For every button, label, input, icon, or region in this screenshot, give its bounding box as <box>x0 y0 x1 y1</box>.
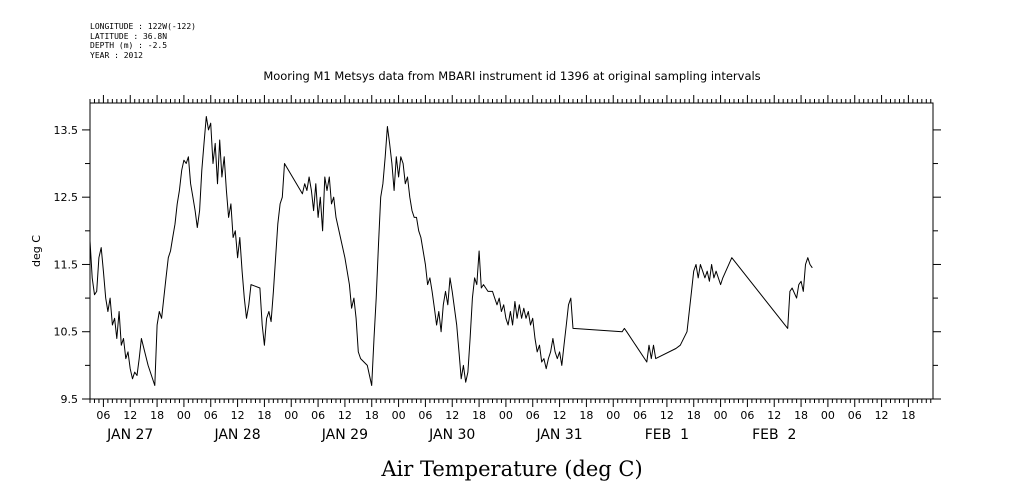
y-axis-label: deg C <box>30 235 43 267</box>
x-hour-label: 12 <box>660 409 674 422</box>
x-hour-label: 00 <box>499 409 513 422</box>
x-hour-label: 18 <box>687 409 701 422</box>
y-axis: 9.5 10.5 11.5 12.5 13.5 <box>54 124 941 406</box>
x-hour-label: 06 <box>848 409 862 422</box>
depth-label: DEPTH (m) : -2.5 <box>90 41 168 50</box>
longitude-label: LONGITUDE : 122W(-122) <box>90 22 196 31</box>
metadata-block: LONGITUDE : 122W(-122) LATITUDE : 36.8N … <box>90 22 196 60</box>
bottom-title: Air Temperature (deg C) <box>380 457 642 481</box>
x-hour-label: 06 <box>418 409 432 422</box>
x-hour-label: 00 <box>606 409 620 422</box>
x-hour-label: 18 <box>150 409 164 422</box>
x-hour-label: 18 <box>794 409 808 422</box>
x-hour-label: 18 <box>579 409 593 422</box>
y-tick-label: 10.5 <box>54 326 79 339</box>
x-hour-label: 12 <box>445 409 459 422</box>
x-hour-label: 00 <box>284 409 298 422</box>
x-hour-label: 00 <box>821 409 835 422</box>
x-day-label: JAN 27 <box>106 427 153 443</box>
x-hour-label: 06 <box>204 409 218 422</box>
x-hour-label: 18 <box>257 409 271 422</box>
y-tick-label: 11.5 <box>54 258 79 271</box>
x-day-label: JAN 30 <box>428 427 475 443</box>
x-day-label: FEB 1 <box>645 427 689 443</box>
y-tick-label: 13.5 <box>54 124 79 137</box>
x-day-label: JAN 28 <box>213 427 260 443</box>
x-hour-label: 12 <box>338 409 352 422</box>
x-hour-label: 06 <box>740 409 754 422</box>
latitude-label: LATITUDE : 36.8N <box>90 31 168 41</box>
plot-frame <box>89 102 934 400</box>
x-hour-label: 06 <box>526 409 540 422</box>
x-hour-label: 06 <box>633 409 647 422</box>
y-tick-label: 12.5 <box>54 191 79 204</box>
x-hour-label: 12 <box>875 409 889 422</box>
x-hour-label: 12 <box>231 409 245 422</box>
x-hour-label: 06 <box>96 409 110 422</box>
x-hour-label: 12 <box>553 409 567 422</box>
x-day-label: FEB 2 <box>752 427 796 443</box>
x-hour-label: 12 <box>767 409 781 422</box>
y-tick-label: 9.5 <box>61 393 79 406</box>
x-hour-label: 00 <box>392 409 406 422</box>
air-temperature-line <box>89 116 813 386</box>
x-day-label: JAN 31 <box>535 427 582 443</box>
year-label: YEAR : 2012 <box>90 50 143 60</box>
x-hour-label: 00 <box>714 409 728 422</box>
x-day-label: JAN 29 <box>321 427 368 443</box>
chart-title: Mooring M1 Metsys data from MBARI instru… <box>263 69 760 83</box>
series-layer <box>89 116 813 386</box>
x-hour-label: 00 <box>177 409 191 422</box>
x-axis: 06 12 18 00 06 12 18 00 06 12 18 00 06 12 18 00 06 12 18 00… <box>89 95 932 443</box>
x-hour-label: 06 <box>311 409 325 422</box>
x-hour-label: 18 <box>365 409 379 422</box>
x-hour-label: 18 <box>901 409 915 422</box>
x-hour-label: 18 <box>472 409 486 422</box>
x-hour-label: 12 <box>123 409 137 422</box>
